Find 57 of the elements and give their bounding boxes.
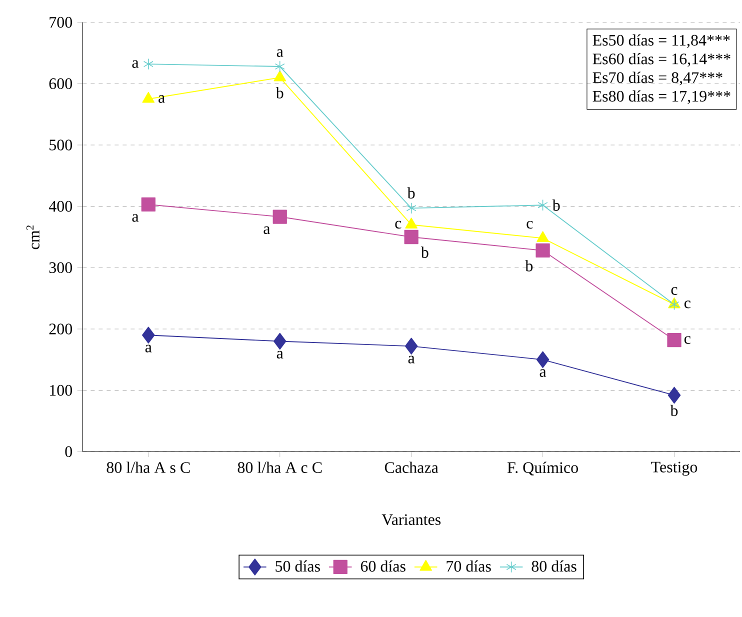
legend-label: 60 días: [360, 560, 406, 572]
y-tick-label: 300: [49, 262, 72, 274]
annotation: a: [132, 60, 139, 68]
x-tick-label: F. Químico: [507, 462, 578, 476]
annotation: b: [407, 187, 415, 199]
x-tick-label: 80 l/ha A s C: [106, 462, 190, 473]
annotation: Es60 días = 16,14***: [592, 53, 730, 67]
annotation: Es50 días = 11,84***: [592, 34, 730, 48]
point: [273, 332, 286, 350]
annotation: c: [395, 220, 402, 229]
y-tick-label: 200: [49, 324, 72, 334]
annotation: a: [264, 226, 270, 234]
y-tick-label: 400: [48, 200, 72, 212]
y-tick-label: 0: [65, 446, 72, 458]
annotation: Es70 días = 8,47***: [592, 72, 722, 86]
point: [538, 199, 548, 211]
y-tick-label: 600: [49, 78, 72, 90]
annotation: a: [276, 350, 284, 359]
y-tick-label: 500: [50, 140, 72, 150]
annotation: b: [552, 199, 560, 211]
point: [404, 338, 418, 355]
point: [536, 351, 550, 368]
annotation: a: [540, 369, 546, 377]
annotation: b: [525, 260, 533, 272]
legend-label: 50 días: [276, 560, 320, 572]
point: [406, 202, 416, 214]
x-axis-title: Variantes: [382, 514, 441, 526]
point: [274, 60, 285, 72]
annotation: b: [420, 246, 428, 258]
annotation: c: [526, 220, 533, 229]
legend-label: 70 días: [446, 560, 491, 572]
annotation: Es80 días = 17,19***: [592, 90, 730, 104]
x-tick-label: 80 l/ha A c C: [238, 462, 322, 473]
y-tick-label: 100: [50, 384, 72, 396]
point: [272, 210, 287, 224]
annotation: b: [670, 404, 678, 416]
y-axis-title: cm$^{2}$: [26, 225, 40, 250]
annotation: c: [684, 300, 690, 308]
annotation: a: [158, 95, 165, 103]
annotation: a: [132, 214, 139, 222]
annotation: c: [684, 336, 690, 344]
point: [404, 230, 418, 244]
x-tick-label: Cachaza: [384, 462, 438, 473]
point: [536, 243, 550, 258]
annotation: a: [276, 49, 284, 57]
legend-label: 80 días: [532, 560, 576, 572]
point: [667, 332, 682, 348]
point: [141, 197, 156, 212]
point: [143, 58, 154, 70]
annotation: c: [671, 287, 678, 295]
annotation: b: [276, 87, 284, 98]
x-tick-label: Testigo: [651, 462, 698, 476]
point: [668, 386, 681, 404]
annotation: a: [145, 344, 152, 352]
point: [142, 326, 155, 344]
annotation: a: [408, 356, 415, 364]
y-tick-label: 700: [50, 16, 72, 28]
